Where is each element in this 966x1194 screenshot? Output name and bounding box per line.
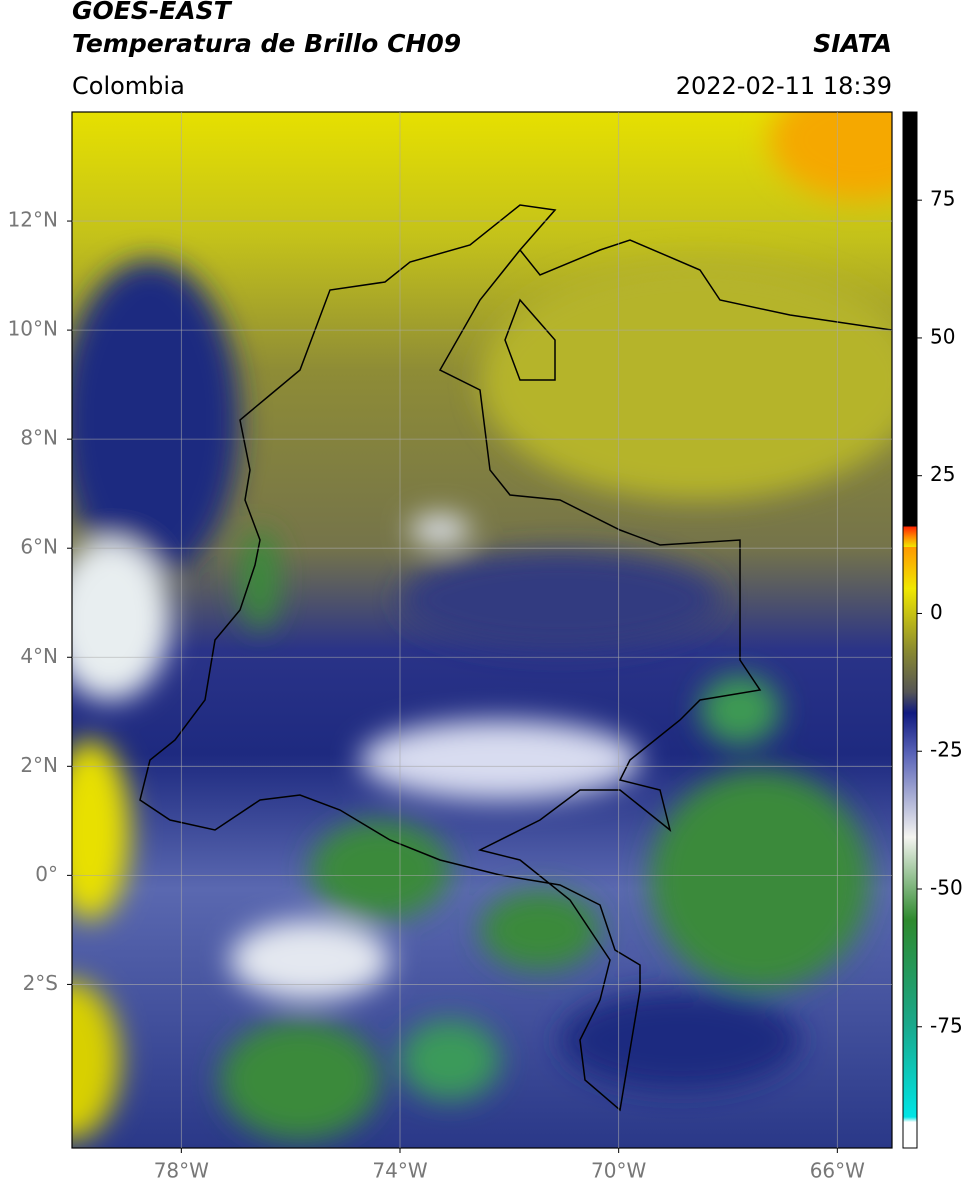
colorbar-tick-label: 25 <box>930 462 955 486</box>
y-tick-label: 8°N <box>20 426 58 450</box>
y-tick-label: 4°N <box>20 644 58 668</box>
colorbar-tick-label: 75 <box>930 187 955 211</box>
datetime: 2022-02-11 18:39 <box>676 72 892 100</box>
region: Colombia <box>72 72 185 100</box>
x-tick-label: 74°W <box>372 1159 427 1183</box>
colorbar <box>902 111 918 1149</box>
y-tick-label: 2°S <box>23 971 58 995</box>
x-tick-label: 66°W <box>810 1159 865 1183</box>
y-tick-label: 2°N <box>20 753 58 777</box>
x-tick-label: 78°W <box>154 1159 209 1183</box>
x-tick-label: 70°W <box>591 1159 646 1183</box>
colorbar-tick-label: -25 <box>930 738 963 762</box>
y-tick-label: 12°N <box>8 208 58 232</box>
y-tick-label: 6°N <box>20 535 58 559</box>
source: SIATA <box>813 29 892 58</box>
y-tick-label: 10°N <box>8 317 58 341</box>
colorbar-tick-label: -50 <box>930 876 963 900</box>
colorbar-tick-label: -75 <box>930 1013 963 1037</box>
subtitle: Temperatura de Brillo CH09 <box>72 29 461 58</box>
y-tick-label: 0° <box>35 862 58 886</box>
colorbar-tick-label: 50 <box>930 324 955 348</box>
colorbar-tick-label: 0 <box>930 600 943 624</box>
title: GOES-EAST <box>72 0 233 25</box>
map-frame <box>71 111 893 1149</box>
satellite-image <box>72 112 892 1148</box>
